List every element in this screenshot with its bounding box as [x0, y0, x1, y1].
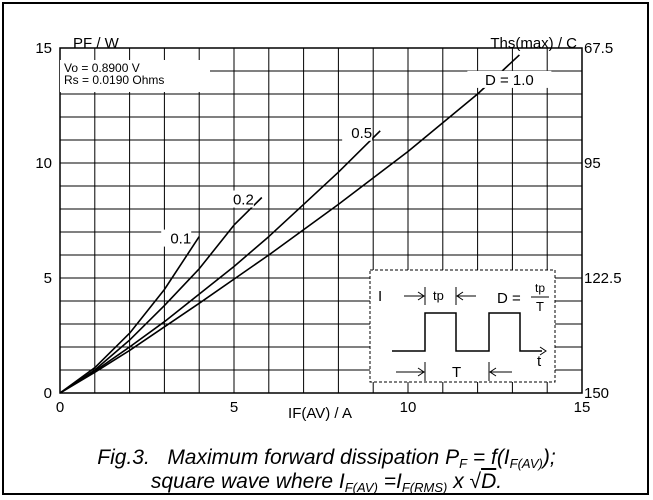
param-rs: Rs = 0.0190 Ohms	[64, 73, 164, 87]
series-label-2: 0.5	[351, 125, 372, 142]
period-arrowhead-right	[489, 367, 497, 377]
series-label-bg	[161, 229, 192, 247]
y-axis-label-right: Ths(max) / C	[490, 35, 577, 52]
square-wave	[392, 312, 542, 352]
series-label-bg	[223, 190, 254, 208]
param-vo: Vo = 0.8900 V	[64, 61, 140, 75]
caption-fig-label: Fig.3.	[97, 446, 150, 469]
inset-tp-label: tp	[433, 288, 444, 303]
inset-current-label: I	[378, 288, 382, 305]
caption-line-2: square wave where IF(AV) =IF(RMS) x √D.	[150, 470, 503, 495]
duty-numerator: tp	[535, 281, 545, 295]
series-label-bg	[342, 123, 373, 141]
y-tick-label-left: 15	[35, 40, 52, 57]
y-axis-label-left: PF / W	[73, 35, 120, 52]
duty-denominator: T	[536, 299, 544, 314]
y-tick-label-right: 150	[584, 385, 609, 402]
y-tick-label-right: 95	[584, 155, 601, 172]
series-line-3	[59, 54, 520, 394]
x-tick-label: 0	[56, 399, 64, 416]
x-tick-label: 5	[230, 399, 238, 416]
x-axis-label: IF(AV) / A	[288, 405, 352, 422]
duty-lhs: D =	[497, 290, 521, 307]
inset-box	[369, 269, 556, 383]
series-curves	[59, 54, 520, 394]
series-line-2	[59, 130, 381, 394]
waveform-inset: I t tp D = tp T T	[369, 269, 556, 383]
plot-border	[59, 47, 583, 394]
period-arrowhead-left	[417, 367, 425, 377]
caption-title: Maximum forward dissipation	[167, 446, 440, 469]
caption-line-1: Fig.3. Maximum forward dissipation PF = …	[97, 446, 556, 471]
series-label-bg	[467, 70, 552, 88]
y-tick-label-left: 10	[35, 155, 52, 172]
series-label-0: 0.1	[170, 231, 191, 248]
y-tick-label-right: 67.5	[584, 40, 613, 57]
series-label-1: 0.2	[233, 192, 254, 209]
inset-period-label: T	[452, 364, 461, 381]
y-tick-label-left: 0	[44, 385, 52, 402]
caption-condition: square wave where	[150, 470, 334, 493]
series-line-1	[59, 196, 263, 394]
series-labels: 0.1 0.2 0.5 D = 1.0	[161, 70, 552, 248]
tp-arrowhead-right	[456, 291, 464, 301]
series-label-3: D = 1.0	[485, 72, 534, 89]
x-tick-label: 15	[574, 399, 591, 416]
x-tick-label: 10	[400, 399, 417, 416]
params-background	[60, 60, 210, 92]
time-arrowhead	[539, 346, 547, 356]
inset-time-label: t	[537, 353, 542, 370]
tp-arrowhead-left	[417, 291, 425, 301]
y-tick-label-right: 122.5	[584, 270, 622, 287]
figure-frame	[2, 2, 649, 495]
y-tick-label-left: 5	[44, 270, 52, 287]
series-line-0	[59, 236, 200, 394]
